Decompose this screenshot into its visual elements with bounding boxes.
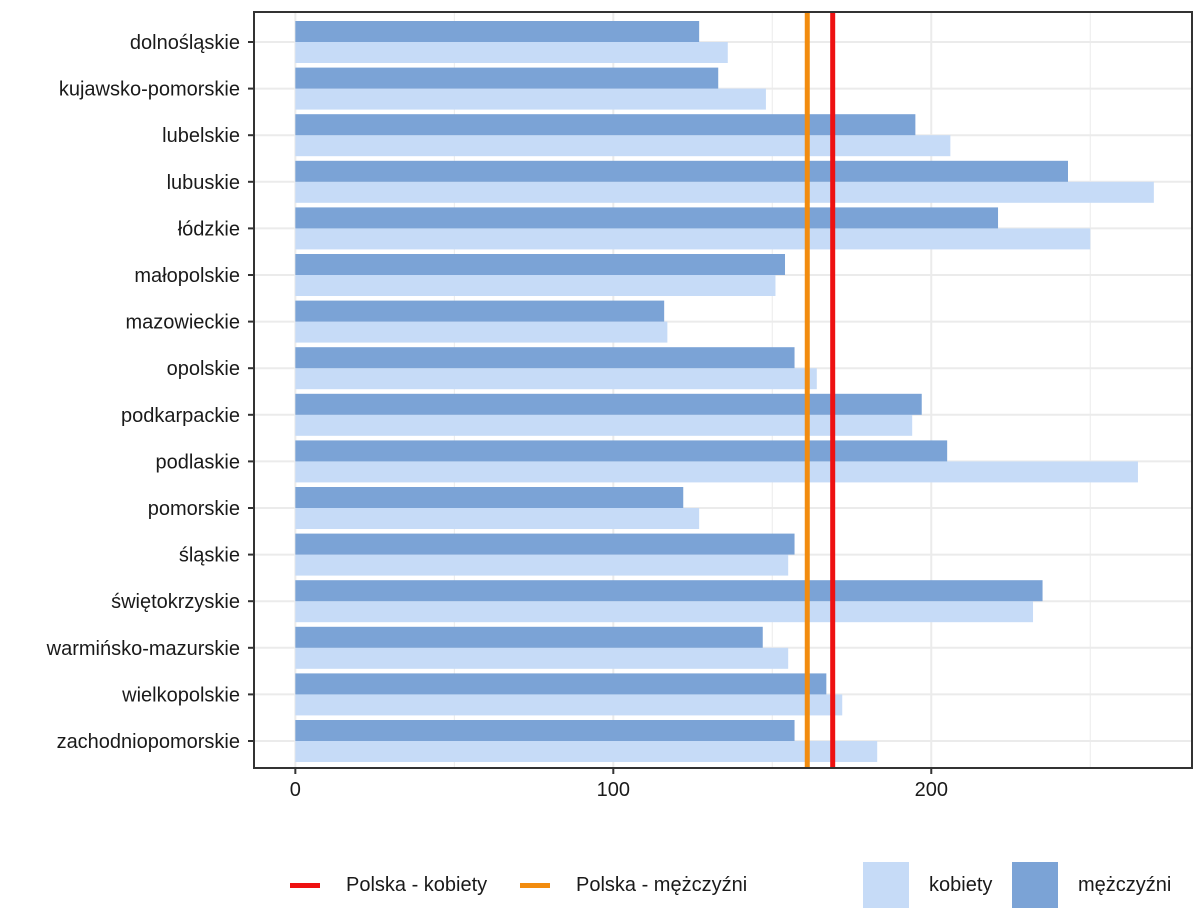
bar-mezczyzni — [295, 347, 795, 369]
bar-kobiety — [295, 647, 789, 669]
bar-mezczyzni — [295, 67, 719, 89]
legend-item-polska-kobiety: Polska - kobiety — [290, 860, 487, 910]
bar-mezczyzni — [295, 114, 916, 136]
legend-label: Polska - kobiety — [346, 873, 488, 896]
bar-kobiety — [295, 321, 668, 343]
y-tick-label: lubelskie — [162, 125, 240, 147]
y-tick-label: podlaskie — [155, 451, 240, 473]
bar-kobiety — [295, 461, 1138, 483]
bar-mezczyzni — [295, 440, 948, 462]
legend-item-kobiety: kobiety — [863, 860, 992, 910]
legend-line-swatch-red — [290, 882, 320, 888]
bar-kobiety — [295, 228, 1091, 250]
y-tick-label: opolskie — [167, 358, 240, 380]
legend-item-polska-mezczyzni: Polska - mężczyźni — [520, 860, 747, 910]
bar-mezczyzni — [295, 300, 665, 322]
bar-mezczyzni — [295, 160, 1068, 182]
bar-mezczyzni — [295, 626, 763, 648]
panel-border — [253, 11, 1193, 769]
y-tick-label: świętokrzyskie — [111, 591, 240, 613]
legend-label: kobiety — [929, 873, 993, 896]
bar-kobiety — [295, 508, 700, 529]
y-tick-label: łódzkie — [178, 218, 240, 240]
bar-mezczyzni — [295, 720, 795, 741]
bar-kobiety — [295, 741, 878, 762]
bar-kobiety — [295, 414, 913, 436]
bar-kobiety — [295, 135, 951, 157]
bar-mezczyzni — [295, 580, 1043, 602]
x-tick-label: 200 — [915, 779, 948, 801]
bar-mezczyzni — [295, 673, 827, 695]
bar-mezczyzni — [295, 21, 700, 42]
y-tick-label: dolnośląskie — [130, 32, 240, 54]
y-tick-label: lubuskie — [167, 172, 240, 194]
bar-kobiety — [295, 42, 728, 63]
bar-kobiety — [295, 601, 1034, 623]
y-tick-label: zachodniopomorskie — [57, 731, 240, 753]
legend: Polska - kobiety Polska - mężczyźni kobi… — [0, 860, 1194, 910]
y-tick-label: śląskie — [179, 545, 240, 567]
x-tick-label: 0 — [290, 779, 301, 801]
legend-fill-swatch-light — [863, 862, 909, 908]
bar-kobiety — [295, 181, 1154, 203]
bar-kobiety — [295, 275, 776, 296]
bar-mezczyzni — [295, 487, 684, 508]
bar-mezczyzni — [295, 533, 795, 555]
bar-kobiety — [295, 88, 766, 110]
y-tick-label: kujawsko-pomorskie — [59, 79, 240, 101]
y-tick-label: wielkopolskie — [121, 684, 240, 706]
y-tick-label: mazowieckie — [126, 312, 240, 334]
chart-plot: dolnośląskie kujawsko-pomorskie lubelskie l… — [46, 11, 1193, 801]
y-tick-label: pomorskie — [148, 498, 240, 520]
bar-kobiety — [295, 694, 843, 716]
y-tick-label: małopolskie — [134, 265, 240, 287]
bar-mezczyzni — [295, 207, 999, 229]
legend-item-mezczyzni: mężczyźni — [1012, 860, 1171, 910]
y-tick-label: podkarpackie — [121, 405, 240, 427]
bar-kobiety — [295, 368, 817, 390]
x-tick-label: 100 — [597, 779, 630, 801]
bar-mezczyzni — [295, 254, 786, 275]
bar-kobiety — [295, 554, 789, 576]
legend-label: Polska - mężczyźni — [576, 873, 748, 896]
legend-fill-swatch-dark — [1012, 862, 1058, 908]
legend-label: mężczyźni — [1078, 873, 1172, 896]
bar-mezczyzni — [295, 393, 922, 415]
legend-line-swatch-orange — [520, 882, 550, 888]
y-tick-label: warmińsko-mazurskie — [46, 638, 240, 660]
